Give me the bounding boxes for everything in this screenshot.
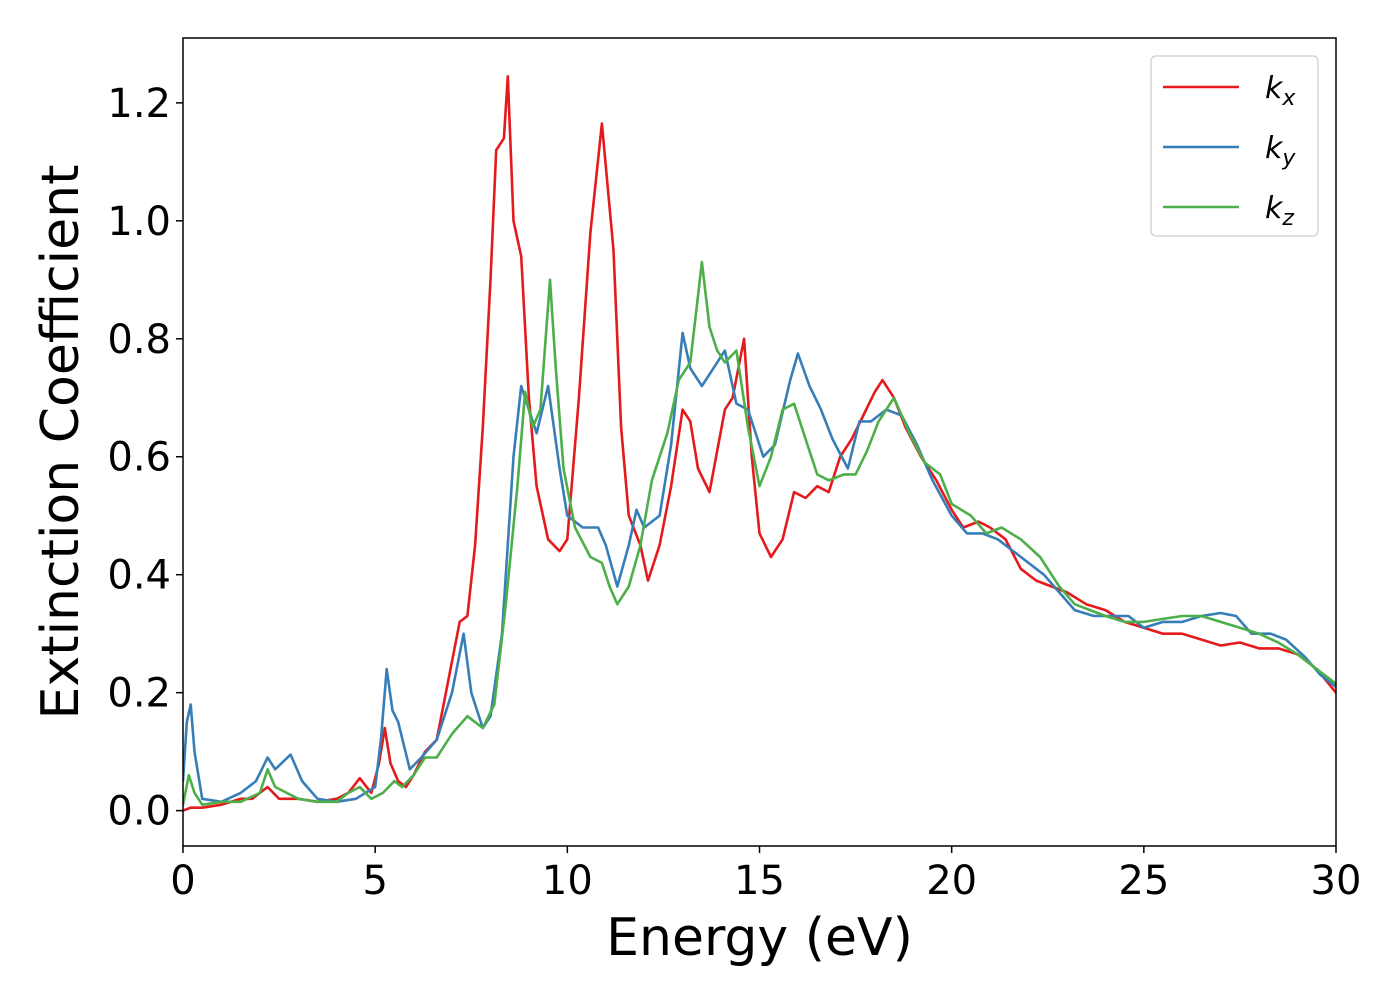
legend-label: kz [1265,191,1294,231]
series-layer [183,75,1336,812]
y-axis-title: Extinction Coefficient [31,165,91,720]
x-tick-label: 5 [362,858,387,904]
legend-label: ky [1265,131,1296,171]
x-axis-title: Energy (eV) [606,908,913,968]
series-line-k-y [183,331,1336,804]
y-tick-label: 1.0 [107,199,171,245]
y-tick-label: 0.6 [107,435,171,481]
legend-label: kx [1265,71,1296,111]
x-tick-label: 0 [170,858,195,904]
y-tick-label: 1.2 [107,81,171,127]
series-line-k-z [183,260,1336,806]
x-tick-label: 25 [1118,858,1169,904]
y-tick-label: 0.0 [107,789,171,835]
y-tick-label: 0.8 [107,317,171,363]
x-tick-label: 15 [734,858,785,904]
y-tick-label: 0.4 [107,553,171,599]
legend: kx ky kz [1150,55,1319,237]
x-tick-label: 20 [926,858,977,904]
series-line-k-x [183,75,1336,812]
x-tick-label: 10 [542,858,593,904]
x-tick-label: 30 [1311,858,1362,904]
y-tick-label: 0.2 [107,671,171,717]
axis-ticks: 0 5 10 15 20 25 30 0.0 0.2 0.4 0.6 0.8 1.0 1.2 [107,81,1361,904]
